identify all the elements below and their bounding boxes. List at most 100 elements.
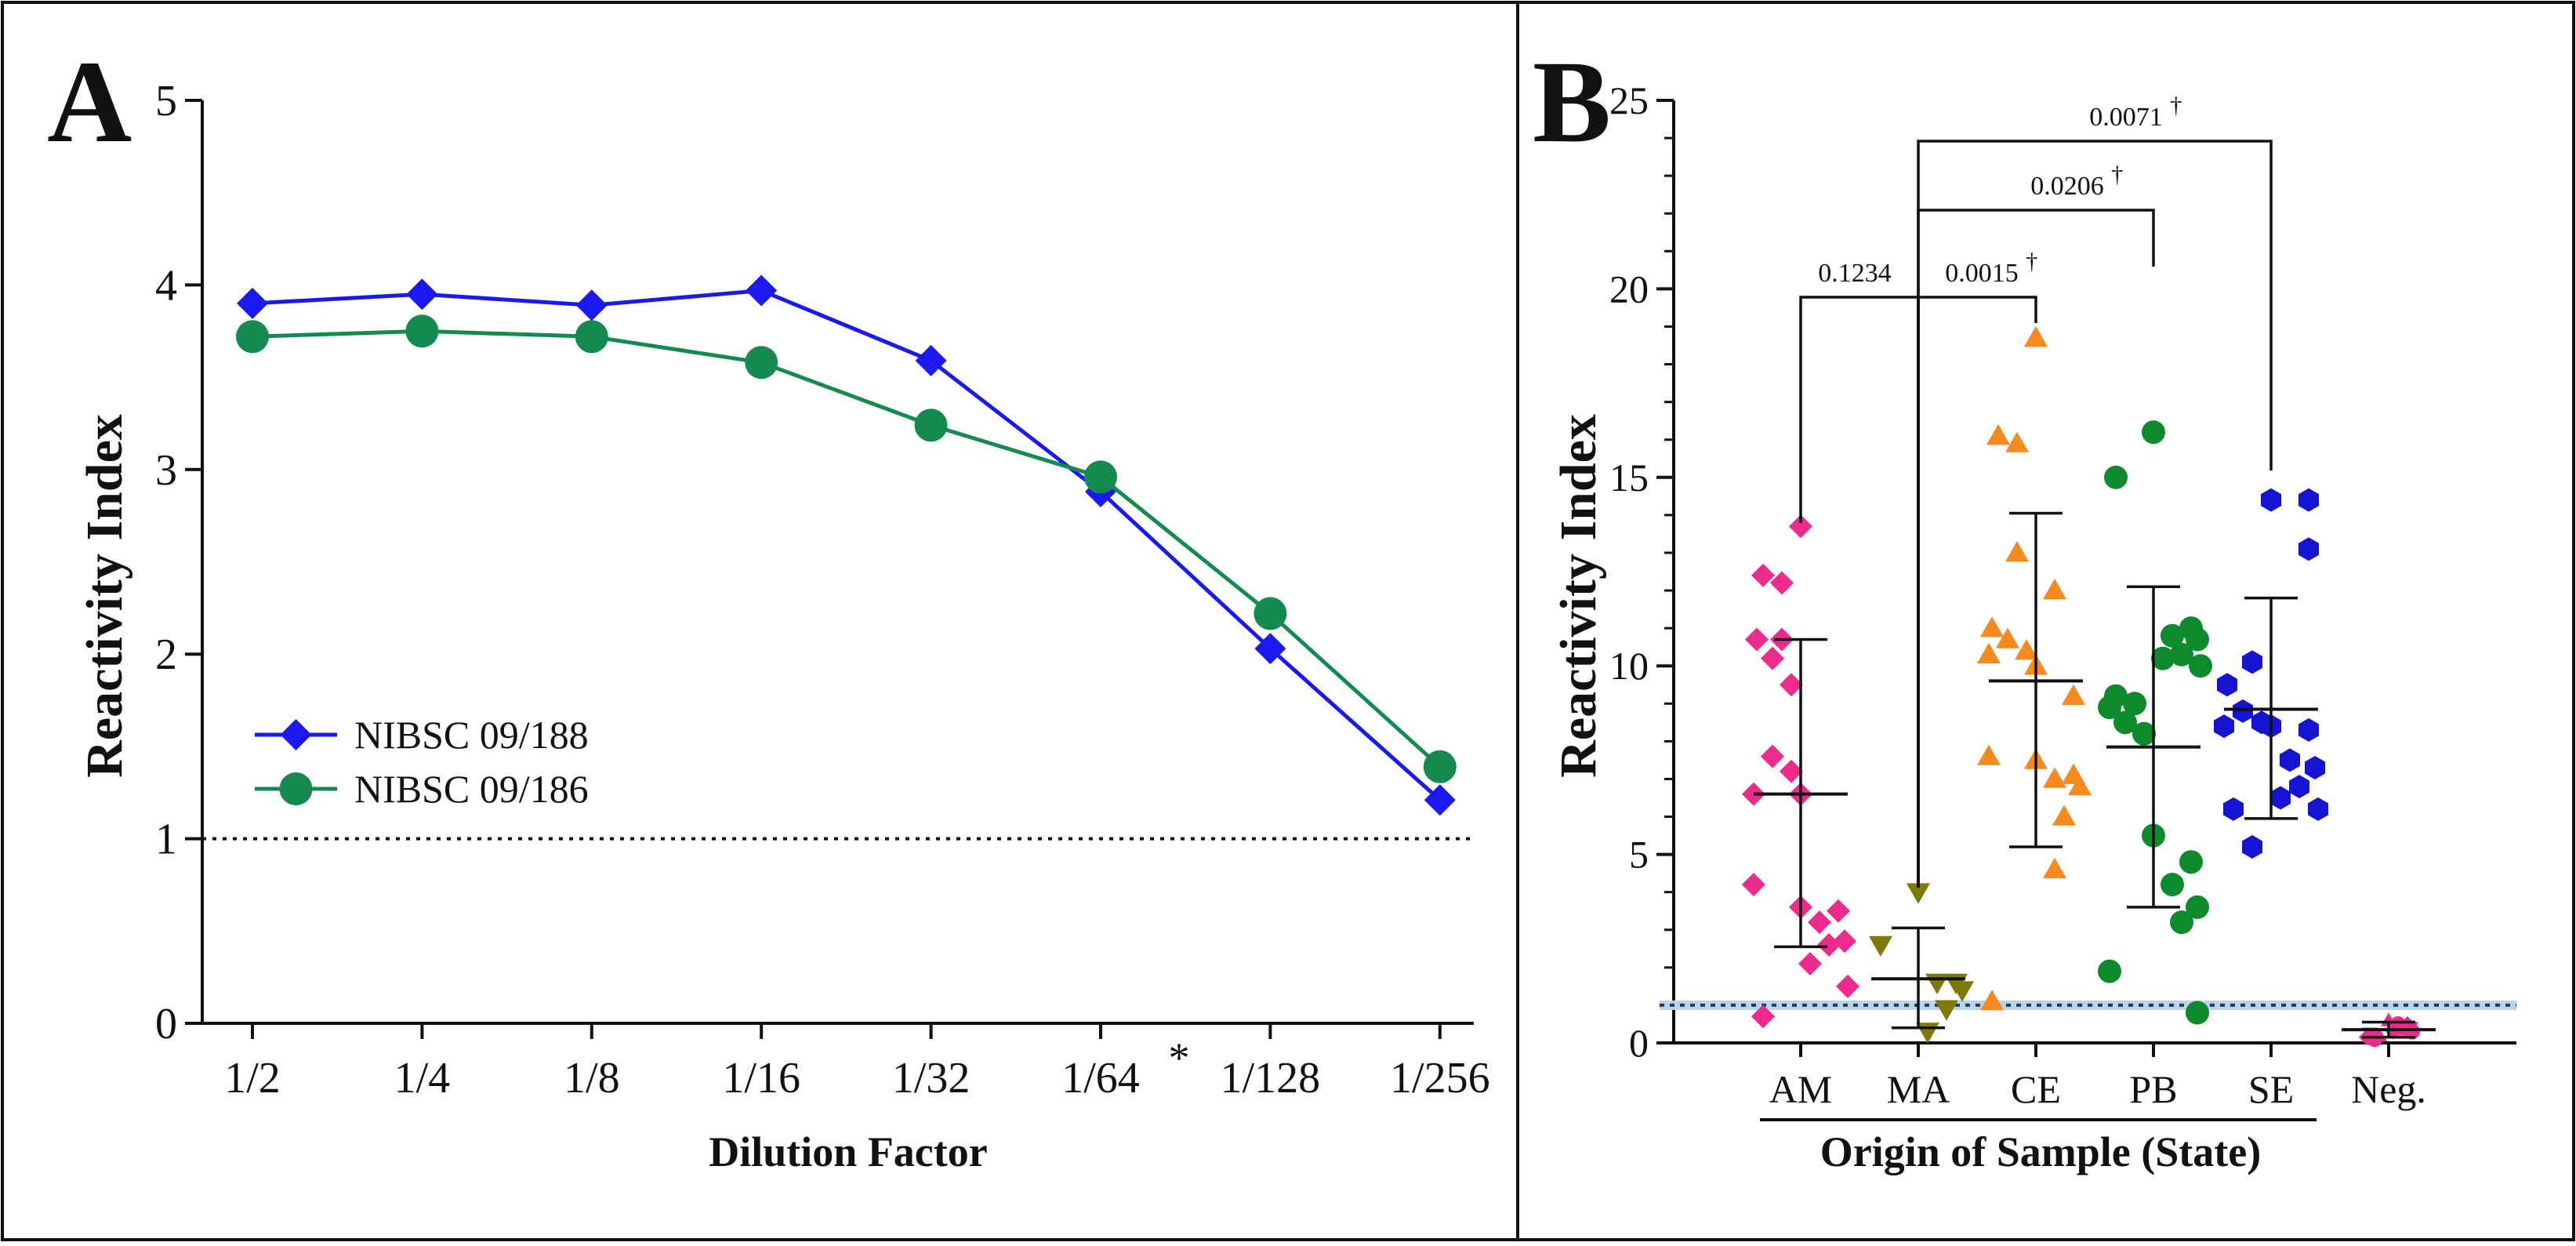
panel-b-data-point (1798, 952, 1822, 975)
panel-b-y-tick-label: 20 (1609, 267, 1649, 311)
panel-b-data-point (2068, 775, 2092, 796)
panel-b-data-point (2052, 805, 2076, 826)
panel-b-data-point (2261, 488, 2281, 512)
panel-b-data-point (2308, 797, 2328, 821)
panel-b-data-point (2104, 465, 2128, 489)
panel-b-data-point (2367, 1031, 2382, 1048)
panel-b-x-tick-label: Neg. (2351, 1067, 2426, 1111)
panel-b-x-axis-title: Origin of Sample (State) (1820, 1128, 2261, 1175)
panel-b-data-point (1742, 873, 1765, 897)
panel-a-data-point (236, 320, 269, 354)
panel-a-x-tick-label: 1/128 (1221, 1054, 1321, 1103)
panel-a-series-line (252, 288, 1442, 802)
panel-b-data-point (2170, 910, 2193, 935)
panel-b-y-axis-title: Reactivity Index (1550, 414, 1607, 778)
panel-b-data-point (2161, 873, 2184, 897)
panel-b-p-value: 0.1234 (1818, 259, 1892, 288)
panel-b-y-tick-label: 10 (1609, 644, 1649, 688)
panel-b-data-point (2151, 646, 2175, 670)
panel-b-dagger-mark: † (2111, 162, 2123, 187)
panel-b-group (2342, 1012, 2436, 1048)
panel-a-x-tick-label: 1/64 (1061, 1054, 1140, 1103)
panel-b-data-point (1977, 642, 2001, 663)
panel-a-x-tick-label: 1/32 (892, 1054, 971, 1103)
panel-a-x-tick-note: * (1169, 1034, 1190, 1081)
panel-a-data-point (745, 346, 778, 380)
panel-b-data-point (2280, 748, 2300, 772)
panel-a-data-point (575, 320, 608, 354)
panel-b-data-point (2043, 857, 2066, 879)
panel-b-data-point (1980, 616, 2004, 638)
panel-b-x-tick-label: AM (1769, 1067, 1833, 1111)
panel-a-legend-label: NIBSC 09/186 (354, 767, 589, 811)
panel-a-data-point (914, 409, 948, 442)
panel-b-data-point (1808, 910, 1831, 935)
panel-b-data-point (2289, 775, 2309, 799)
panel-b-y-tick-label: 15 (1609, 456, 1649, 499)
panel-b-data-point (1980, 990, 2004, 1011)
panel-b-data-point (2298, 717, 2319, 742)
panel-b-data-point (2132, 721, 2156, 746)
panel-b-data-point (2223, 797, 2244, 821)
panel-b-bracket-line (1917, 296, 2037, 888)
panel-b-data-point (2233, 699, 2253, 723)
panel-b-data-point (2214, 714, 2234, 739)
panel-a-data-point (575, 289, 608, 321)
panel-a-legend-swatch-marker (280, 719, 312, 750)
panel-a-data-point (1084, 460, 1117, 494)
panel-b-data-point (1751, 563, 1775, 587)
panel-b-comparison-bracket: 0.0071 † (1917, 93, 2273, 888)
panel-a-plot: 0 1 2 3 4 5 1/2 1/4 1/8 1/16 1/32 1/64 * 1/128 1/256 NI… (155, 77, 1490, 1103)
panel-b-data-point (2024, 325, 2048, 347)
panel-a-x-tick-label: 1/4 (394, 1054, 451, 1103)
panel-b-data-point (2098, 959, 2121, 983)
panel-b-data-point (1745, 627, 1769, 652)
panel-b-data-point (2062, 684, 2085, 705)
panel-b-y-tick-label: 0 (1629, 1021, 1649, 1065)
panel-b-bracket-line (1799, 296, 1920, 888)
panel-b-y-tick-label: 5 (1629, 833, 1649, 877)
panel-a-x-tick-label: 1/2 (224, 1054, 281, 1103)
panel-b-data-point (2123, 692, 2146, 716)
panel-b-data-point (1761, 744, 1784, 768)
panel-b-data-point (2242, 650, 2262, 674)
panel-a-data-point (237, 287, 268, 319)
panel-b-dagger-mark: † (2170, 93, 2182, 118)
panel-b-letter: B (1533, 37, 1611, 167)
panel-b-data-point (2186, 895, 2209, 919)
panel-b-p-value: 0.0071 (2089, 103, 2163, 132)
panel-a-y-tick-label: 0 (155, 1000, 177, 1048)
panel-b-data-point (2404, 1023, 2420, 1040)
panel-a-letter: A (47, 37, 132, 167)
panel-a-x-tick-label: 1/16 (722, 1054, 800, 1103)
panel-b-data-point (2179, 850, 2203, 874)
panel-b-data-point (2043, 579, 2066, 600)
panel-a-data-point (406, 278, 438, 311)
panel-b-data-point (1780, 673, 1803, 697)
panel-b-data-point (2043, 767, 2066, 788)
panel-b-data-point (2098, 696, 2121, 720)
panel-a-legend-swatch-marker (279, 772, 313, 805)
panel-b-y-tick-label: 25 (1609, 78, 1649, 122)
panel-b-data-point (1907, 883, 1930, 904)
panel-b-p-value: 0.0206 (2030, 172, 2104, 201)
panel-b-data-point (2270, 786, 2291, 810)
panel-a-data-point (405, 314, 439, 348)
panel-b-data-point (2305, 756, 2325, 779)
panel-b-data-point (2189, 654, 2212, 678)
panel-b-x-tick-label: SE (2248, 1067, 2294, 1111)
panel-a-legend-label: NIBSC 09/188 (354, 713, 589, 757)
panel-b-data-point (2005, 431, 2029, 452)
panel-b-data-point (1817, 933, 1841, 957)
panel-a-series (236, 314, 1457, 783)
panel-b-data-point (1751, 1004, 1775, 1029)
panel-b-group (1977, 325, 2092, 1011)
panel-b-data-point (1836, 974, 1859, 998)
panel-a-data-point (915, 344, 947, 376)
panel-b-group (2214, 488, 2328, 859)
panel-b-data-point (1996, 627, 2019, 648)
panel-a-data-point (1424, 784, 1456, 816)
